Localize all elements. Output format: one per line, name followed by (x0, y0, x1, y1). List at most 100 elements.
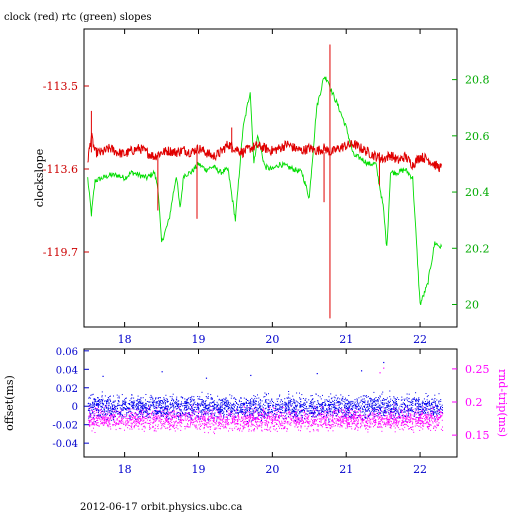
rnd-trip-point (350, 418, 352, 420)
offset-point (415, 392, 417, 394)
offset-point (311, 405, 313, 407)
offset-point (284, 409, 286, 411)
rnd-trip-point (344, 416, 345, 418)
rnd-trip-point (371, 412, 373, 414)
rnd-trip-point (433, 417, 435, 418)
rnd-trip-point (312, 421, 314, 423)
offset-point (228, 408, 229, 409)
rnd-trip-point (370, 423, 372, 425)
offset-point (203, 406, 205, 408)
rnd-trip-point (301, 409, 303, 411)
offset-point (225, 398, 227, 399)
offset-point (424, 410, 426, 412)
rnd-trip-point (389, 413, 391, 415)
offset-point (182, 405, 184, 407)
rnd-trip-point (137, 417, 139, 419)
rnd-trip-point (229, 427, 231, 429)
rnd-trip-point (401, 411, 403, 413)
rnd-trip-point (166, 418, 168, 420)
rnd-trip-point (126, 418, 128, 420)
offset-point (209, 412, 211, 414)
offset-point (362, 398, 364, 400)
offset-point (263, 403, 264, 405)
rnd-trip-point (108, 421, 110, 423)
rnd-trip-point (335, 425, 336, 427)
offset-point (111, 414, 113, 416)
rnd-trip-point (180, 412, 182, 414)
rnd-trip-point (118, 416, 120, 418)
offset-point (404, 420, 406, 422)
rnd-trip-point (307, 426, 309, 428)
offset-point (393, 410, 395, 412)
rnd-trip-point (248, 417, 249, 419)
offset-point (108, 411, 110, 413)
offset-point (413, 398, 415, 400)
offset-point (115, 408, 117, 410)
offset-point (142, 416, 144, 418)
rnd-trip-point (431, 419, 433, 421)
offset-point (156, 418, 158, 420)
offset-point (219, 411, 221, 413)
offset-point (436, 404, 438, 406)
rnd-trip-point (248, 422, 249, 424)
offset-point (372, 408, 374, 410)
rnd-trip-point (176, 424, 178, 426)
offset-point (267, 405, 269, 407)
rnd-trip-point (290, 415, 292, 417)
offset-point (305, 413, 307, 415)
rnd-trip-point (207, 411, 209, 413)
offset-point (261, 408, 262, 410)
rnd-trip-point (208, 426, 210, 428)
rnd-trip-point (432, 412, 434, 414)
rnd-trip-point (225, 427, 227, 429)
rnd-trip-point (166, 427, 168, 429)
rnd-trip-point (405, 418, 407, 420)
offset-point (300, 398, 302, 400)
rnd-trip-point (169, 425, 171, 427)
rnd-trip-point (123, 422, 125, 424)
offset-point (128, 407, 130, 409)
offset-point (279, 407, 281, 409)
rnd-trip-point (248, 425, 249, 427)
rnd-trip-point (182, 419, 184, 421)
offset-point (152, 403, 154, 405)
rnd-trip-point (139, 418, 141, 419)
offset-point (181, 401, 182, 403)
offset-point (392, 408, 394, 410)
offset-point (161, 400, 163, 401)
offset-point (394, 414, 396, 416)
rnd-trip-point (274, 410, 276, 412)
rnd-trip-point (283, 423, 285, 425)
rnd-trip-point (236, 429, 238, 431)
rnd-trip-point (305, 418, 307, 420)
rnd-trip-point (264, 420, 266, 421)
offset-point (220, 411, 222, 413)
rnd-trip-point (264, 424, 266, 426)
rnd-trip-point (411, 414, 413, 416)
rnd-trip-point (360, 418, 362, 420)
offset-point (252, 402, 254, 404)
rnd-trip-point (366, 420, 368, 422)
offset-point (217, 403, 219, 405)
rnd-trip-point (258, 413, 260, 415)
rnd-trip-point (325, 420, 327, 421)
offset-point (244, 412, 246, 414)
offset-point (383, 409, 385, 411)
rnd-trip-point (417, 421, 419, 423)
rnd-trip-point (257, 425, 259, 427)
rnd-trip-point (385, 422, 387, 424)
rnd-trip-point (248, 424, 250, 426)
rnd-trip-point (172, 411, 174, 413)
offset-point (324, 401, 326, 403)
rnd-trip-point (212, 416, 214, 418)
offset-point (407, 415, 409, 417)
rnd-trip-point (430, 429, 432, 431)
offset-point (363, 402, 365, 403)
rnd-trip-point (148, 415, 150, 417)
rnd-trip-point (403, 409, 404, 411)
offset-point (213, 402, 215, 404)
offset-point (298, 413, 300, 415)
offset-point (322, 394, 323, 396)
offset-point (189, 409, 191, 411)
rnd-trip-point (110, 417, 111, 419)
